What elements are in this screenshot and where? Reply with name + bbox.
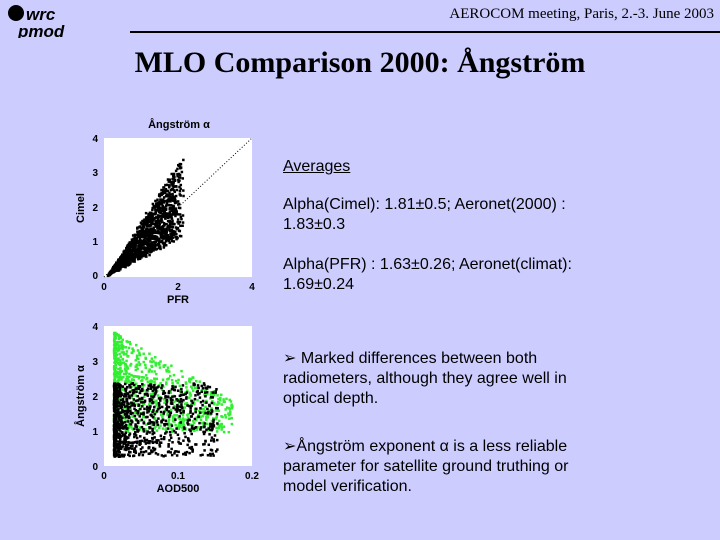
svg-text:wrc: wrc xyxy=(26,5,56,24)
averages-heading: Averages xyxy=(283,158,351,175)
slide-title: MLO Comparison 2000: Ångström xyxy=(134,46,586,79)
svg-text:1: 1 xyxy=(92,237,98,248)
svg-text:2: 2 xyxy=(92,392,98,403)
svg-text:0: 0 xyxy=(92,271,98,282)
svg-text:4: 4 xyxy=(92,322,98,333)
svg-text:0: 0 xyxy=(101,471,107,482)
svg-text:2: 2 xyxy=(92,203,98,214)
svg-text:Cimel: Cimel xyxy=(75,193,87,223)
wrc-pmod-logo: wrc pmod xyxy=(8,5,65,38)
avg-cimel-2: 1.83±0.3 xyxy=(283,216,346,233)
svg-text:0.2: 0.2 xyxy=(245,471,259,482)
svg-text:Ångström α: Ångström α xyxy=(148,118,210,131)
bullet-2: ➢Ångström exponent α is a less reliable p… xyxy=(283,438,569,495)
svg-text:1: 1 xyxy=(92,427,98,438)
svg-text:PFR: PFR xyxy=(167,294,189,306)
svg-text:pmod: pmod xyxy=(17,22,65,38)
svg-text:4: 4 xyxy=(92,134,98,145)
svg-text:2: 2 xyxy=(175,282,181,293)
bullet-1: ➢ Marked differences between both radiome… xyxy=(283,350,567,407)
svg-text:3: 3 xyxy=(92,357,98,368)
svg-text:0: 0 xyxy=(101,282,107,293)
svg-text:0.1: 0.1 xyxy=(171,471,185,482)
avg-cimel: Alpha(Cimel): 1.81±0.5; Aeronet(2000) : xyxy=(283,196,566,213)
svg-text:0: 0 xyxy=(92,462,98,473)
meeting-label: AEROCOM meeting, Paris, 2.-3. June 2003 xyxy=(449,6,714,22)
svg-text:Ångström α: Ångström α xyxy=(74,365,87,427)
svg-text:3: 3 xyxy=(92,168,98,179)
svg-text:4: 4 xyxy=(249,282,255,293)
chart-angstrom-cimel-vs-pfr: Ångström α 4 3 2 1 0 0 2 4 PFR Cimel xyxy=(75,118,255,306)
avg-pfr-2: 1.69±0.24 xyxy=(283,276,355,293)
avg-pfr: Alpha(PFR) : 1.63±0.26; Aeronet(climat): xyxy=(283,256,572,273)
svg-text:AOD500: AOD500 xyxy=(157,483,200,495)
header-rule xyxy=(130,31,720,33)
chart-angstrom-vs-aod500: 4 3 2 1 0 0 0.1 0.2 AOD500 Ångström α xyxy=(74,322,259,495)
